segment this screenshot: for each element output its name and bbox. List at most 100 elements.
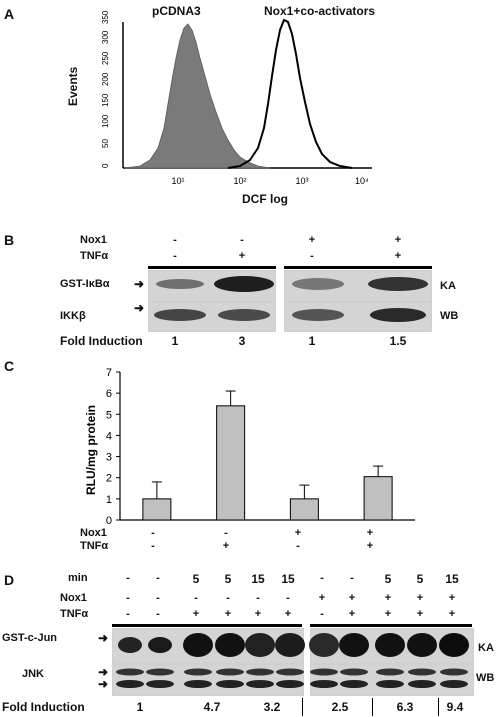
sign: + [192,608,200,620]
band [246,668,274,676]
fold-divider [302,698,303,716]
assay-wb: WB [440,310,459,322]
bar [363,476,393,521]
sign: + [222,540,230,552]
sign: + [254,608,262,620]
band [292,309,344,321]
hist-ytick: 50 [101,139,110,148]
hist-ytick: 100 [101,114,110,128]
sign: - [320,608,324,620]
band [408,680,436,688]
band-label-gst-c-jun: GST-c-Jun [2,632,58,644]
panel-c-letter: C [4,358,15,374]
sign: - [286,592,290,604]
legend-treated: Nox1+co-activators [264,4,376,18]
y-tick-label: 4 [106,430,112,442]
y-tick-label: 1 [106,494,112,506]
band [408,668,436,676]
sign: + [308,234,316,246]
band [309,633,339,657]
control-histogram [124,23,271,169]
legend-control: pCDNA3 [152,4,201,18]
band [146,668,174,676]
hist-xtick: 10³ [295,176,308,186]
hist-ytick: 350 [101,10,110,24]
sign: + [318,592,326,604]
band [439,633,469,657]
arrow-icon: ➜ [98,631,109,645]
sign: + [384,608,392,620]
hist-xtick: 10⁴ [355,176,369,186]
sign: + [348,592,356,604]
sign: + [348,608,356,620]
sign: + [294,527,302,539]
panel-b-letter: B [4,232,15,248]
sign: 5 [224,572,232,586]
band [184,668,212,676]
lane-bar [148,266,276,269]
sign: - [156,592,160,604]
sign: + [284,608,292,620]
hist-xtick: 10¹ [171,176,184,186]
fold-value: 9.4 [446,700,464,714]
sign: 5 [192,572,200,586]
fold-value: 4.7 [203,700,221,714]
band [440,668,468,676]
band [340,680,368,688]
sign: - [226,592,230,604]
band [368,277,428,291]
band [376,680,404,688]
panel-b-row-nox1: Nox1 [80,234,107,246]
panel-a-letter: A [4,6,15,22]
fold-value: 1 [171,334,179,348]
hist-ytick: 0 [101,163,110,168]
sign: 5 [416,572,424,586]
sign: - [296,540,300,552]
fold-value: 2.5 [331,700,349,714]
assay-wb-d: WB [476,672,495,684]
sign: - [173,250,177,262]
hist-ytick: 150 [101,93,110,107]
fold-label-b: Fold Induction [60,334,143,348]
band [214,276,274,292]
band-label-jnk: JNK [22,668,45,680]
sign: + [394,250,402,262]
band [376,668,404,676]
band [292,278,344,290]
hist-ytick: 200 [101,72,110,86]
assay-ka-d: KA [478,642,494,654]
band [116,680,144,688]
panel-c-row-tnfa: TNFα [80,540,109,552]
sign: - [126,572,130,584]
sign: - [126,608,130,620]
band [118,637,142,653]
band [310,668,338,676]
sign: - [194,592,198,604]
arrow-icon: ➜ [98,677,109,691]
band [218,309,270,321]
band [245,633,275,657]
band-label-gst-ikba: GST-IκBα [60,278,110,290]
sign: - [256,592,260,604]
sign: - [350,572,354,584]
fold-value: 3 [238,334,246,348]
band [216,680,244,688]
fold-value: 6.3 [396,700,414,714]
band [340,668,368,676]
y-tick-label: 3 [106,452,112,464]
sign: + [366,540,374,552]
flow-histogram: 0 50 100 150 200 250 300 350 10¹ 10² 10³… [101,10,372,186]
luciferase-bar-chart: RLU/mg protein 0 1 2 3 4 5 6 7 [84,367,415,527]
band [310,680,338,688]
bar [216,405,246,521]
lane-bar [310,624,472,627]
panel-c-row-nox1: Nox1 [80,527,107,539]
arrow-icon: ➜ [134,277,145,291]
y-tick-label: 0 [106,515,112,527]
panel-d-row-nox1: Nox1 [60,592,87,604]
sign: - [173,234,177,246]
sign: + [238,250,246,262]
sign: - [240,234,244,246]
